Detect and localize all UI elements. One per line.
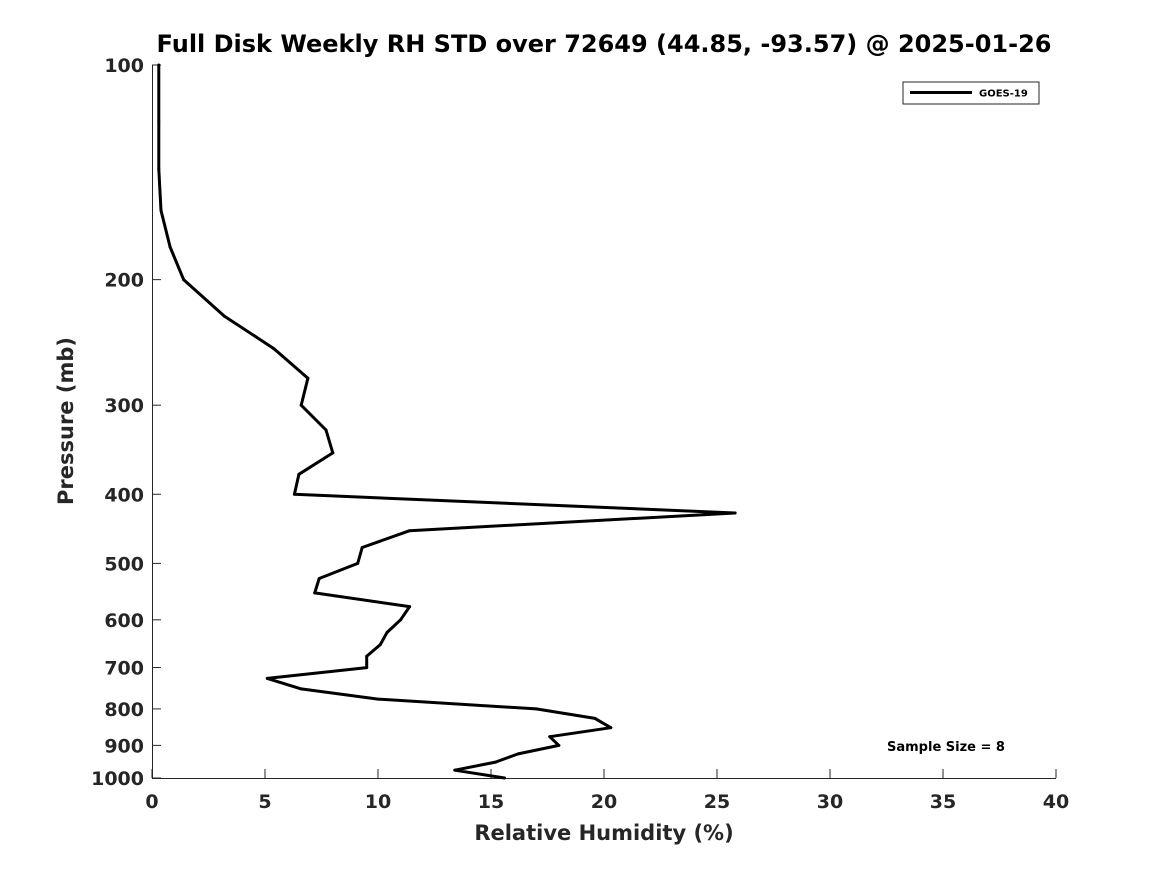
data-point [593, 716, 597, 720]
x-tick-label: 25 [704, 791, 730, 813]
y-tick-label: 900 [104, 735, 144, 757]
x-tick-label: 30 [817, 791, 843, 813]
data-point [503, 776, 507, 780]
series-layer [157, 63, 737, 780]
data-point [182, 278, 186, 282]
data-point [494, 760, 498, 764]
sample-size-annotation: Sample Size = 8 [887, 740, 1005, 755]
data-point [317, 576, 321, 580]
chart-title: Full Disk Weekly RH STD over 72649 (44.8… [157, 30, 1052, 58]
plot-area: 0 5 10 15 20 25 30 35 40 100 200 300 400 500 600 700 80… [91, 55, 1069, 813]
x-tick-label: 15 [478, 791, 504, 813]
data-point [324, 428, 328, 432]
data-point [365, 654, 369, 658]
data-point [453, 768, 457, 772]
y-tick-label: 200 [104, 270, 144, 292]
data-point [376, 697, 380, 701]
data-point [548, 735, 552, 739]
data-point [534, 707, 538, 711]
data-point [299, 403, 303, 407]
y-axis-ticks: 100 200 300 400 500 600 700 800 900 1000 [91, 55, 161, 790]
data-point [378, 643, 382, 647]
y-tick-label: 600 [104, 610, 144, 632]
data-point [399, 618, 403, 622]
x-tick-label: 35 [930, 791, 956, 813]
legend-label-goes-19: GOES-19 [979, 89, 1028, 100]
data-point [272, 347, 276, 351]
data-point [408, 605, 412, 609]
data-point [297, 472, 301, 476]
data-point [331, 451, 335, 455]
data-point [222, 314, 226, 318]
x-tick-label: 40 [1043, 791, 1069, 813]
plot-background [152, 65, 1056, 778]
y-tick-label: 1000 [91, 768, 144, 790]
x-tick-label: 10 [365, 791, 391, 813]
x-tick-label: 0 [145, 791, 158, 813]
y-tick-label: 500 [104, 553, 144, 575]
series-line-goes-19 [157, 65, 737, 780]
y-axis-label: Pressure (mb) [54, 337, 78, 505]
data-point [408, 529, 412, 533]
data-point [292, 492, 296, 496]
data-point [157, 63, 161, 67]
data-point [157, 167, 161, 171]
data-point [306, 376, 310, 380]
data-point [159, 209, 163, 213]
data-point [360, 545, 364, 549]
data-point [168, 245, 172, 249]
data-point [313, 591, 317, 595]
x-tick-label: 5 [258, 791, 271, 813]
data-point [299, 687, 303, 691]
x-axis-label: Relative Humidity (%) [474, 821, 733, 845]
data-point [609, 726, 613, 730]
legend: GOES-19 [902, 81, 1040, 105]
data-point [157, 119, 161, 123]
y-tick-label: 100 [104, 55, 144, 77]
data-point [557, 743, 561, 747]
y-tick-label: 400 [104, 484, 144, 506]
data-point [356, 561, 360, 565]
y-tick-label: 700 [104, 658, 144, 680]
y-tick-label: 300 [104, 395, 144, 417]
data-point [265, 676, 269, 680]
y-tick-label: 800 [104, 699, 144, 721]
data-point [385, 630, 389, 634]
data-point [365, 666, 369, 670]
data-point [733, 511, 737, 515]
x-tick-label: 20 [591, 791, 617, 813]
x-axis-ticks: 0 5 10 15 20 25 30 35 40 [145, 769, 1069, 813]
data-point [516, 752, 520, 756]
